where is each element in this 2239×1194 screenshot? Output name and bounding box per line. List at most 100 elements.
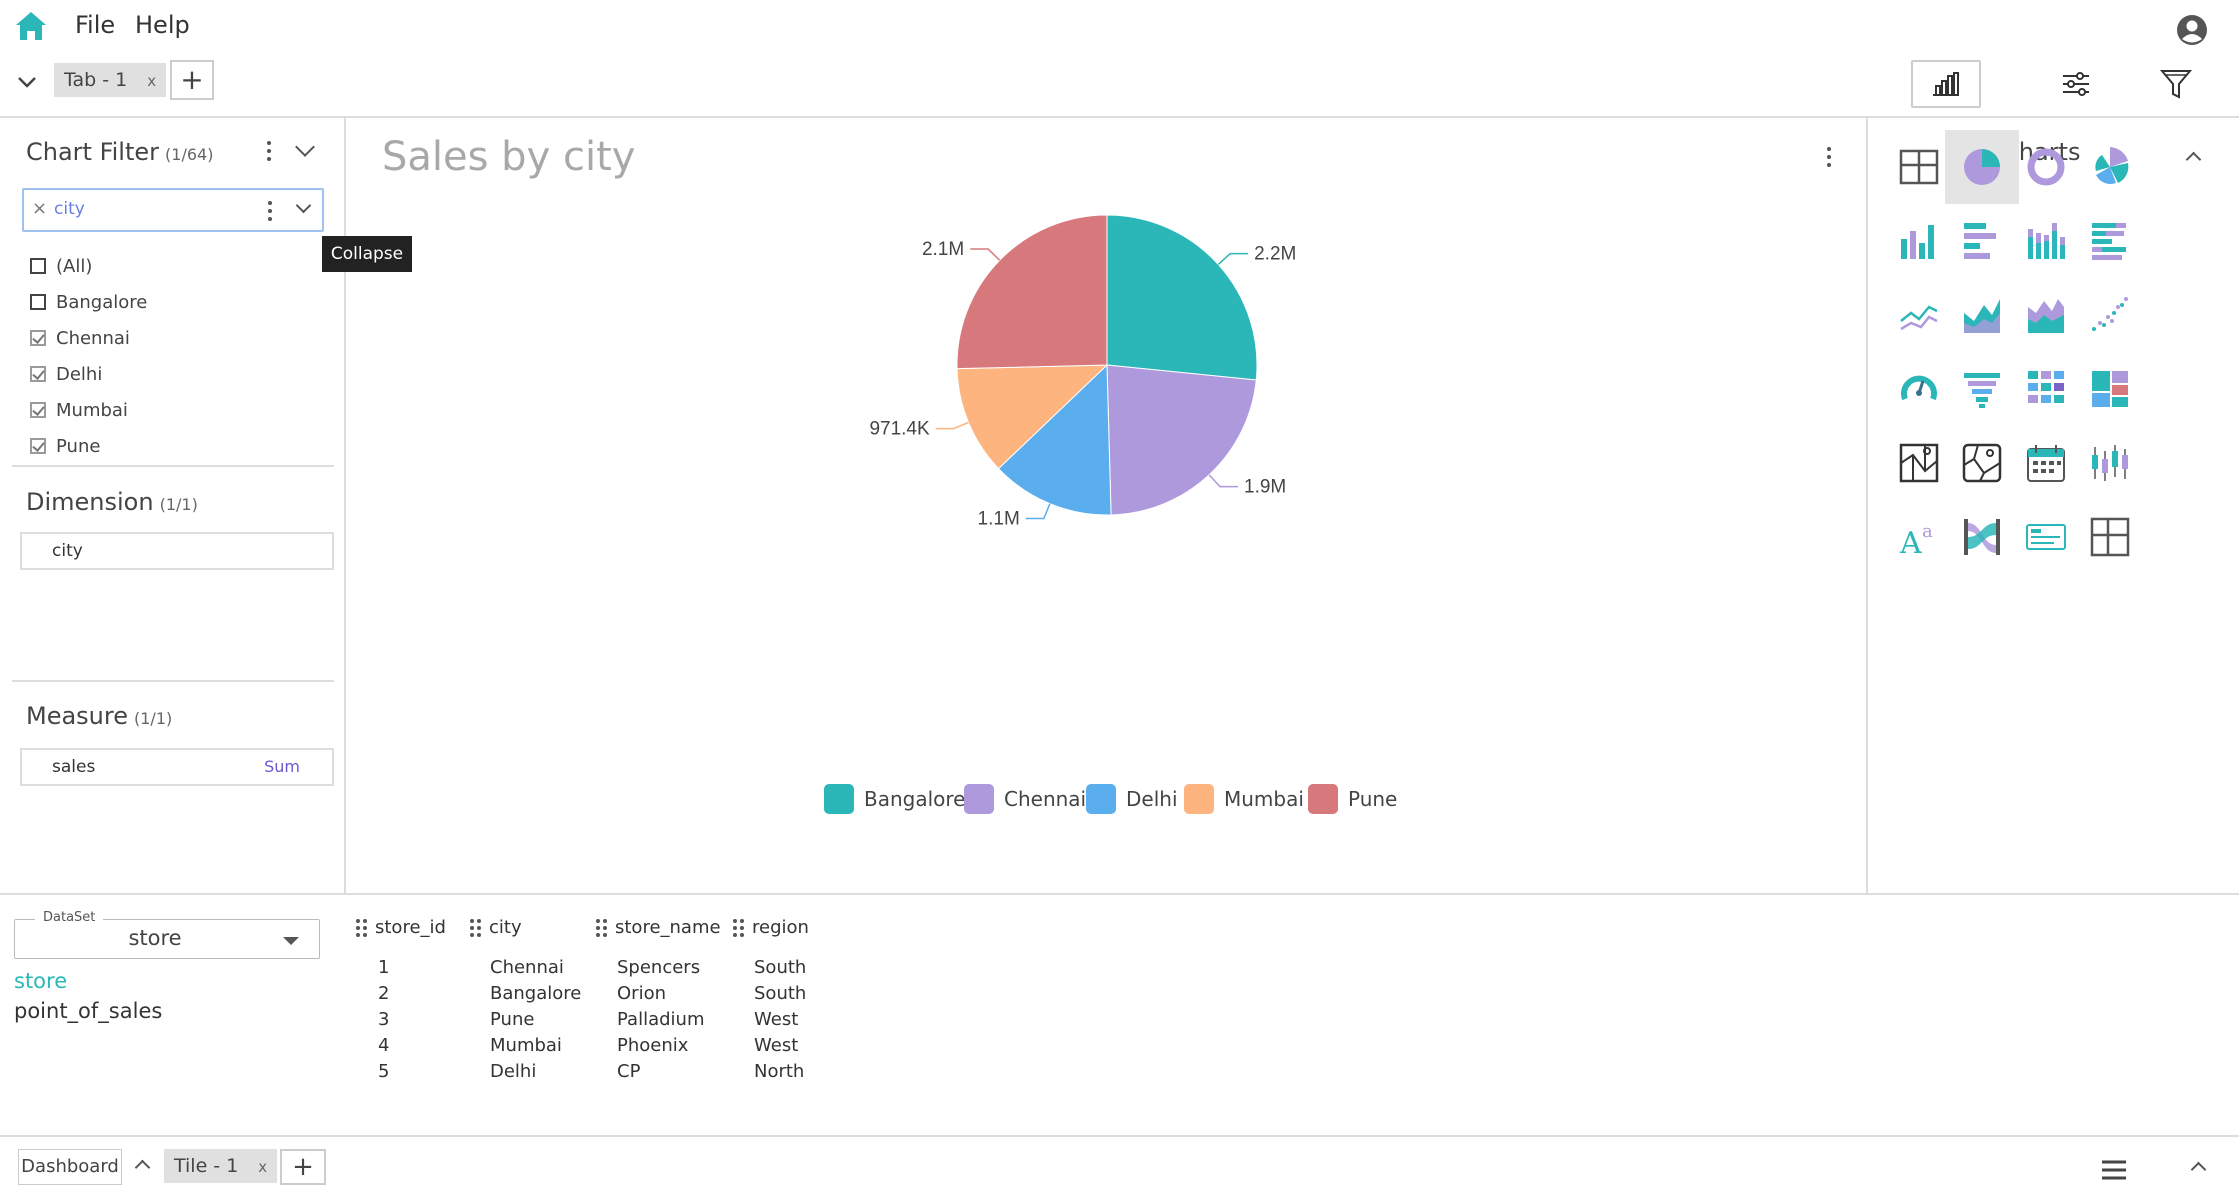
filter-item-chennai[interactable]: Chennai [30,324,130,352]
legend-swatch [964,784,994,814]
filter-item-bangalore[interactable]: Bangalore [30,288,147,316]
filter-field-chip[interactable]: × city [22,188,324,232]
legend-item-chennai[interactable]: Chennai [964,784,1086,814]
table-icon [1899,149,1939,185]
chart-settings-button[interactable] [2041,60,2111,108]
chevron-down-icon[interactable] [16,74,38,90]
checkbox-checked[interactable] [30,438,46,454]
legend-item-bangalore[interactable]: Bangalore [824,784,965,814]
tile-1[interactable]: Tile - 1 x [164,1149,278,1183]
tab-close-icon[interactable]: x [147,72,157,90]
legend-label: Bangalore [864,787,966,811]
legend-label: Pune [1348,787,1398,811]
filter-field-chevron-icon[interactable] [295,197,312,214]
checkbox[interactable] [30,258,46,274]
filter-field-menu-icon[interactable] [264,198,276,224]
pie-slice-delhi[interactable] [997,363,1112,516]
filter-button[interactable] [2141,60,2211,108]
dimension-count: (1/1) [159,495,198,514]
drag-handle-icon[interactable] [596,918,607,937]
chart-type-pie-chart[interactable] [1945,130,2019,204]
home-icon[interactable] [14,10,48,42]
expand-up-icon[interactable] [2190,1161,2207,1178]
add-tile-button[interactable]: + [280,1149,326,1185]
filter-item-mumbai[interactable]: Mumbai [30,396,128,424]
filter-item-pune[interactable]: Pune [30,432,100,460]
chart-type-area-chart[interactable] [1945,278,2019,352]
checkbox-checked[interactable] [30,402,46,418]
chart-type-scatter-chart[interactable] [2073,278,2147,352]
chart-type-horizontal-bar[interactable] [1945,204,2019,278]
chart-type-funnel[interactable] [1945,352,2019,426]
column-header-region[interactable]: region [733,917,809,938]
menu-file[interactable]: File [75,11,116,39]
dimension-field[interactable]: city [20,532,334,570]
measure-field[interactable]: sales Sum [20,748,334,786]
pie-slice-chennai[interactable] [1106,364,1257,516]
table-link-point-of-sales[interactable]: point_of_sales [14,999,163,1023]
bar-chart-outline-icon [1933,72,1959,96]
chart-type-line-chart[interactable] [1882,278,1956,352]
chart-menu-icon[interactable] [1823,144,1835,170]
filter-item-delhi[interactable]: Delhi [30,360,102,388]
column-header-city[interactable]: city [470,917,522,938]
hamburger-menu-icon[interactable] [2101,1159,2127,1181]
drag-handle-icon[interactable] [733,918,744,937]
chart-type-button[interactable] [1911,60,1981,108]
pie-slice-mumbai[interactable] [956,364,1109,470]
chart-type-calendar[interactable] [2009,426,2083,500]
chart-type-geo-map[interactable] [1882,426,1956,500]
chart-type-treemap[interactable] [2073,352,2147,426]
table-link-store[interactable]: store [14,969,68,993]
column-header-store-name[interactable]: store_name [596,917,721,938]
clear-filter-icon[interactable]: × [32,198,48,219]
chart-type-gauge[interactable] [1882,352,1956,426]
table-cell-store-id: 5 [378,1061,390,1082]
chart-type-sankey[interactable] [1945,500,2019,574]
drag-handle-icon[interactable] [356,918,367,937]
checkbox-checked[interactable] [30,330,46,346]
chart-type-bar-chart[interactable] [1882,204,1956,278]
chart-type-stacked-area[interactable] [2009,278,2083,352]
tile-close-icon[interactable]: x [258,1158,268,1176]
menu-help[interactable]: Help [135,11,190,39]
legend-item-delhi[interactable]: Delhi [1086,784,1178,814]
add-tab-button[interactable]: + [170,60,214,100]
filter-item-all[interactable]: (All) [30,252,92,280]
table-cell-store-id: 3 [378,1009,390,1030]
checkbox-checked[interactable] [30,366,46,382]
pie-slice-pune[interactable] [956,214,1108,370]
drag-handle-icon[interactable] [470,918,481,937]
tab-1[interactable]: Tab - 1 x [54,63,167,97]
geo-map-icon [1899,443,1939,483]
dashboard-button[interactable]: Dashboard [18,1149,122,1185]
label-leader-line [1208,474,1239,488]
data-label-chennai: 1.9M [1244,477,1286,498]
legend-item-mumbai[interactable]: Mumbai [1184,784,1304,814]
chart-type-table[interactable] [1882,130,1956,204]
collapse-chevron-icon[interactable] [295,137,315,157]
chart-type-geo-map-2[interactable] [1945,426,2019,500]
chart-type-heatmap[interactable] [2009,352,2083,426]
measure-title: Measure (1/1) [26,702,172,730]
chevron-up-icon[interactable] [134,1159,151,1176]
chart-type-stacked-horizontal-bar[interactable] [2073,204,2147,278]
dataset-select[interactable]: DataSet store [14,910,320,959]
chart-type-candlestick[interactable] [2073,426,2147,500]
chart-type-rose-chart[interactable] [2073,130,2147,204]
column-header-store-id[interactable]: store_id [356,917,446,938]
filter-menu-icon[interactable] [263,138,275,164]
chart-type-stacked-bar[interactable] [2009,204,2083,278]
user-account-icon[interactable] [2176,14,2208,46]
pie-slice-bangalore[interactable] [1106,214,1258,381]
chart-type-filter-control[interactable] [2009,500,2083,574]
chart-type-pivot-table[interactable] [2073,500,2147,574]
aggregation-selector[interactable]: Sum [264,757,300,776]
filter-control-icon [2026,524,2066,550]
filter-item-label: Mumbai [56,399,128,421]
table-cell-store-id: 1 [378,957,390,978]
legend-item-pune[interactable]: Pune [1308,784,1397,814]
chart-type-donut-chart[interactable] [2009,130,2083,204]
checkbox[interactable] [30,294,46,310]
